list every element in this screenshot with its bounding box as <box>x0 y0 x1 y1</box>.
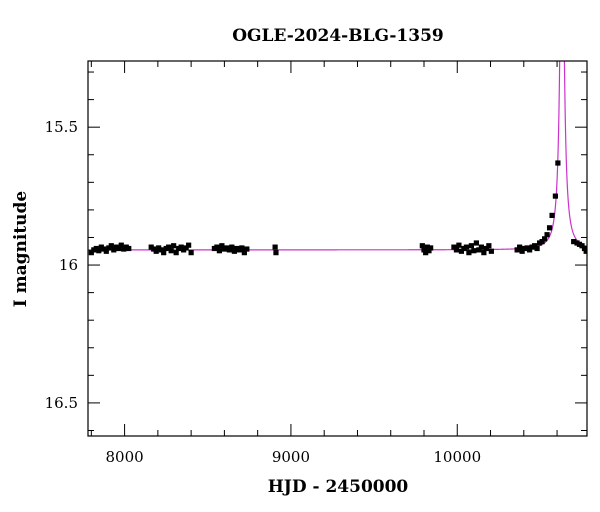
data-point <box>532 243 538 249</box>
data-point <box>272 244 278 250</box>
data-point <box>539 239 545 245</box>
y-tick-label: 16.5 <box>45 394 78 412</box>
data-point <box>173 250 179 256</box>
data-point <box>96 248 102 254</box>
data-point <box>458 248 465 254</box>
data-point <box>168 248 174 254</box>
data-point <box>534 245 540 252</box>
data-point <box>426 248 432 254</box>
data-point <box>552 193 558 199</box>
data-point <box>153 248 159 254</box>
x-axis-title: HJD - 2450000 <box>268 477 409 497</box>
data-point <box>423 250 429 256</box>
data-point <box>116 245 122 252</box>
data-point <box>419 243 425 249</box>
data-point <box>483 245 489 252</box>
data-point <box>473 240 479 246</box>
data-point <box>166 244 172 250</box>
data-point <box>239 245 245 251</box>
data-point <box>468 243 474 249</box>
data-point <box>428 245 434 251</box>
data-point <box>183 245 189 251</box>
y-axis-title: I magnitude <box>11 191 31 308</box>
data-point <box>488 248 494 254</box>
y-tick-label: 15.5 <box>45 118 78 136</box>
data-point <box>111 247 117 253</box>
tick-labels: 8000 9000 10000 15.5 16 16.5 <box>45 118 482 466</box>
chart-title: OGLE-2024-BLG-1359 <box>232 26 444 46</box>
data-point <box>226 247 232 253</box>
data-point <box>453 247 460 253</box>
data-point <box>229 244 235 250</box>
data-point <box>514 247 520 253</box>
data-point <box>481 250 487 256</box>
data-point <box>421 247 427 253</box>
data-point <box>549 212 555 219</box>
data-point <box>555 160 561 166</box>
data-point <box>541 236 548 242</box>
x-tick-label: 9000 <box>272 448 310 466</box>
data-point <box>244 246 250 252</box>
data-point <box>583 248 587 254</box>
data-point <box>581 245 587 252</box>
data-point <box>478 244 484 250</box>
data-point <box>273 250 279 256</box>
data-point <box>424 244 430 250</box>
x-tick-label: 10000 <box>433 448 481 466</box>
data-point <box>219 243 225 249</box>
data-point <box>171 243 177 249</box>
data-point <box>158 247 164 253</box>
data-point <box>571 239 577 245</box>
data-points <box>88 160 587 256</box>
data-point <box>527 247 533 253</box>
data-point <box>519 248 525 254</box>
data-point <box>486 243 492 249</box>
data-point <box>88 250 94 256</box>
data-point <box>466 250 472 256</box>
data-point <box>103 248 109 254</box>
data-point <box>546 225 553 231</box>
data-point <box>476 247 482 253</box>
data-point <box>579 243 585 249</box>
axis-ticks <box>88 61 587 436</box>
data-point <box>178 244 184 250</box>
data-point <box>214 244 220 250</box>
y-tick-label: 16 <box>59 256 78 274</box>
x-tick-label: 8000 <box>105 448 143 466</box>
data-point <box>118 242 124 248</box>
data-point <box>126 245 132 252</box>
data-point <box>241 250 247 256</box>
data-point <box>471 248 477 254</box>
data-point <box>463 244 470 250</box>
data-point <box>451 244 457 250</box>
data-point <box>544 232 550 238</box>
data-point <box>231 248 237 254</box>
plot-frame <box>87 60 588 437</box>
data-point <box>188 250 194 256</box>
data-point <box>108 243 114 249</box>
data-point <box>161 250 167 256</box>
data-point <box>186 242 192 248</box>
data-point <box>517 244 523 250</box>
data-point <box>456 242 462 248</box>
data-point <box>216 248 222 254</box>
